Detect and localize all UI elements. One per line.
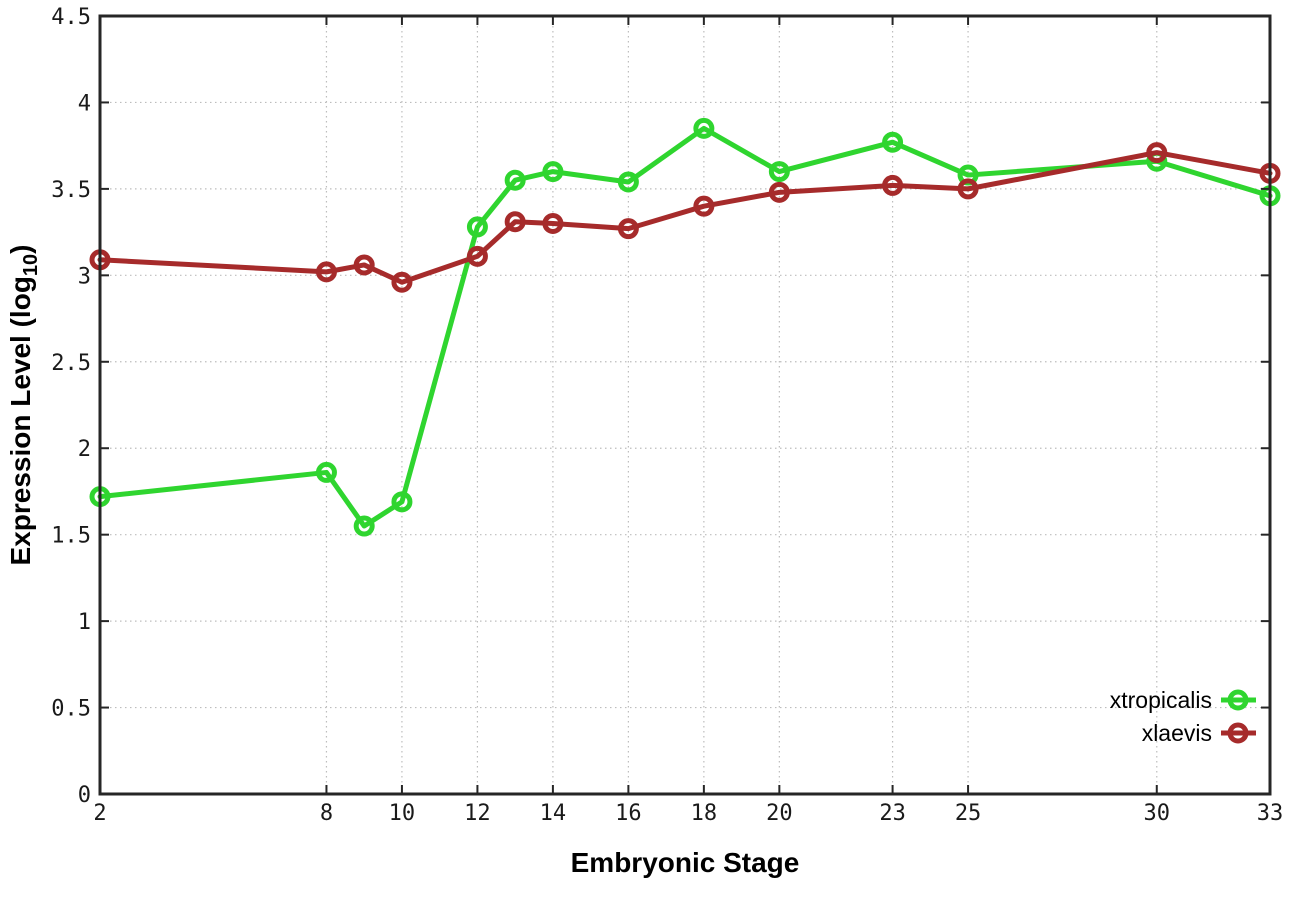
y-axis-title-close: ) (5, 245, 36, 254)
y-tick-label: 3 (78, 264, 91, 289)
grid-layer (100, 16, 1270, 794)
marker-xlaevis (617, 218, 639, 240)
x-tick-label: 14 (540, 801, 567, 826)
marker-xlaevis (1146, 142, 1168, 164)
marker-xtropicalis (542, 161, 564, 183)
plot-border-layer (98, 14, 1272, 796)
tick-label-layer: 2 8 10 12 14 16 18 20 23 25 30 33 0 0.5 1 1.5 2 2.5 3 3.5 4 4… (51, 5, 1283, 826)
plot-border (98, 14, 1272, 796)
x-axis-title: Embryonic Stage (571, 847, 800, 878)
x-tick-label: 2 (93, 801, 106, 826)
x-tick-label: 30 (1144, 801, 1171, 826)
y-tick-label: 2.5 (51, 351, 91, 376)
marker-xtropicalis (315, 461, 337, 483)
legend-label-xlaevis: xlaevis (1142, 720, 1212, 746)
marker-xlaevis (882, 174, 904, 196)
x-tick-label: 23 (879, 801, 906, 826)
marker-xlaevis (504, 211, 526, 233)
marker-xlaevis (768, 181, 790, 203)
x-tick-label: 20 (766, 801, 793, 826)
y-tick-label: 0 (78, 783, 91, 808)
marker-xtropicalis (504, 169, 526, 191)
legend-sample-marker-xlaevis (1227, 722, 1249, 744)
x-tick-label: 18 (691, 801, 718, 826)
legend-label-xtropicalis: xtropicalis (1110, 687, 1212, 713)
marker-xtropicalis (768, 161, 790, 183)
y-tick-label: 4.5 (51, 5, 91, 30)
series-line-xtropicalis (97, 125, 1273, 529)
series-line-xlaevis (97, 150, 1273, 285)
y-tick-label: 1 (78, 610, 91, 635)
marker-xlaevis (315, 261, 337, 283)
marker-xtropicalis (353, 515, 375, 537)
y-axis-title-main: Expression Level (log (5, 276, 36, 565)
marker-xtropicalis (882, 131, 904, 153)
marker-xlaevis (391, 271, 413, 293)
series-layer (89, 117, 1281, 537)
x-tick-label: 33 (1257, 801, 1284, 826)
y-tick-label: 2 (78, 437, 91, 462)
x-tick-label: 8 (320, 801, 333, 826)
x-tick-label: 10 (389, 801, 416, 826)
y-axis-title-subscript: 10 (20, 254, 42, 276)
x-tick-label: 25 (955, 801, 982, 826)
x-tick-label: 16 (615, 801, 642, 826)
marker-xlaevis (466, 245, 488, 267)
marker-xtropicalis (693, 117, 715, 139)
y-tick-label: 4 (78, 91, 91, 116)
marker-xlaevis (542, 212, 564, 234)
marker-xlaevis (957, 178, 979, 200)
y-axis-title: Expression Level (log10) (5, 245, 42, 566)
marker-xtropicalis (617, 171, 639, 193)
x-tick-label: 12 (464, 801, 491, 826)
y-tick-label: 0.5 (51, 697, 91, 722)
marker-xtropicalis (466, 216, 488, 238)
y-tick-label: 3.5 (51, 178, 91, 203)
legend: xtropicalis xlaevis (1110, 687, 1256, 746)
marker-xlaevis (353, 254, 375, 276)
legend-sample-marker-xtropicalis (1227, 689, 1249, 711)
marker-xlaevis (693, 195, 715, 217)
tick-layer (99, 15, 1271, 795)
y-tick-label: 1.5 (51, 524, 91, 549)
marker-xtropicalis (391, 491, 413, 513)
